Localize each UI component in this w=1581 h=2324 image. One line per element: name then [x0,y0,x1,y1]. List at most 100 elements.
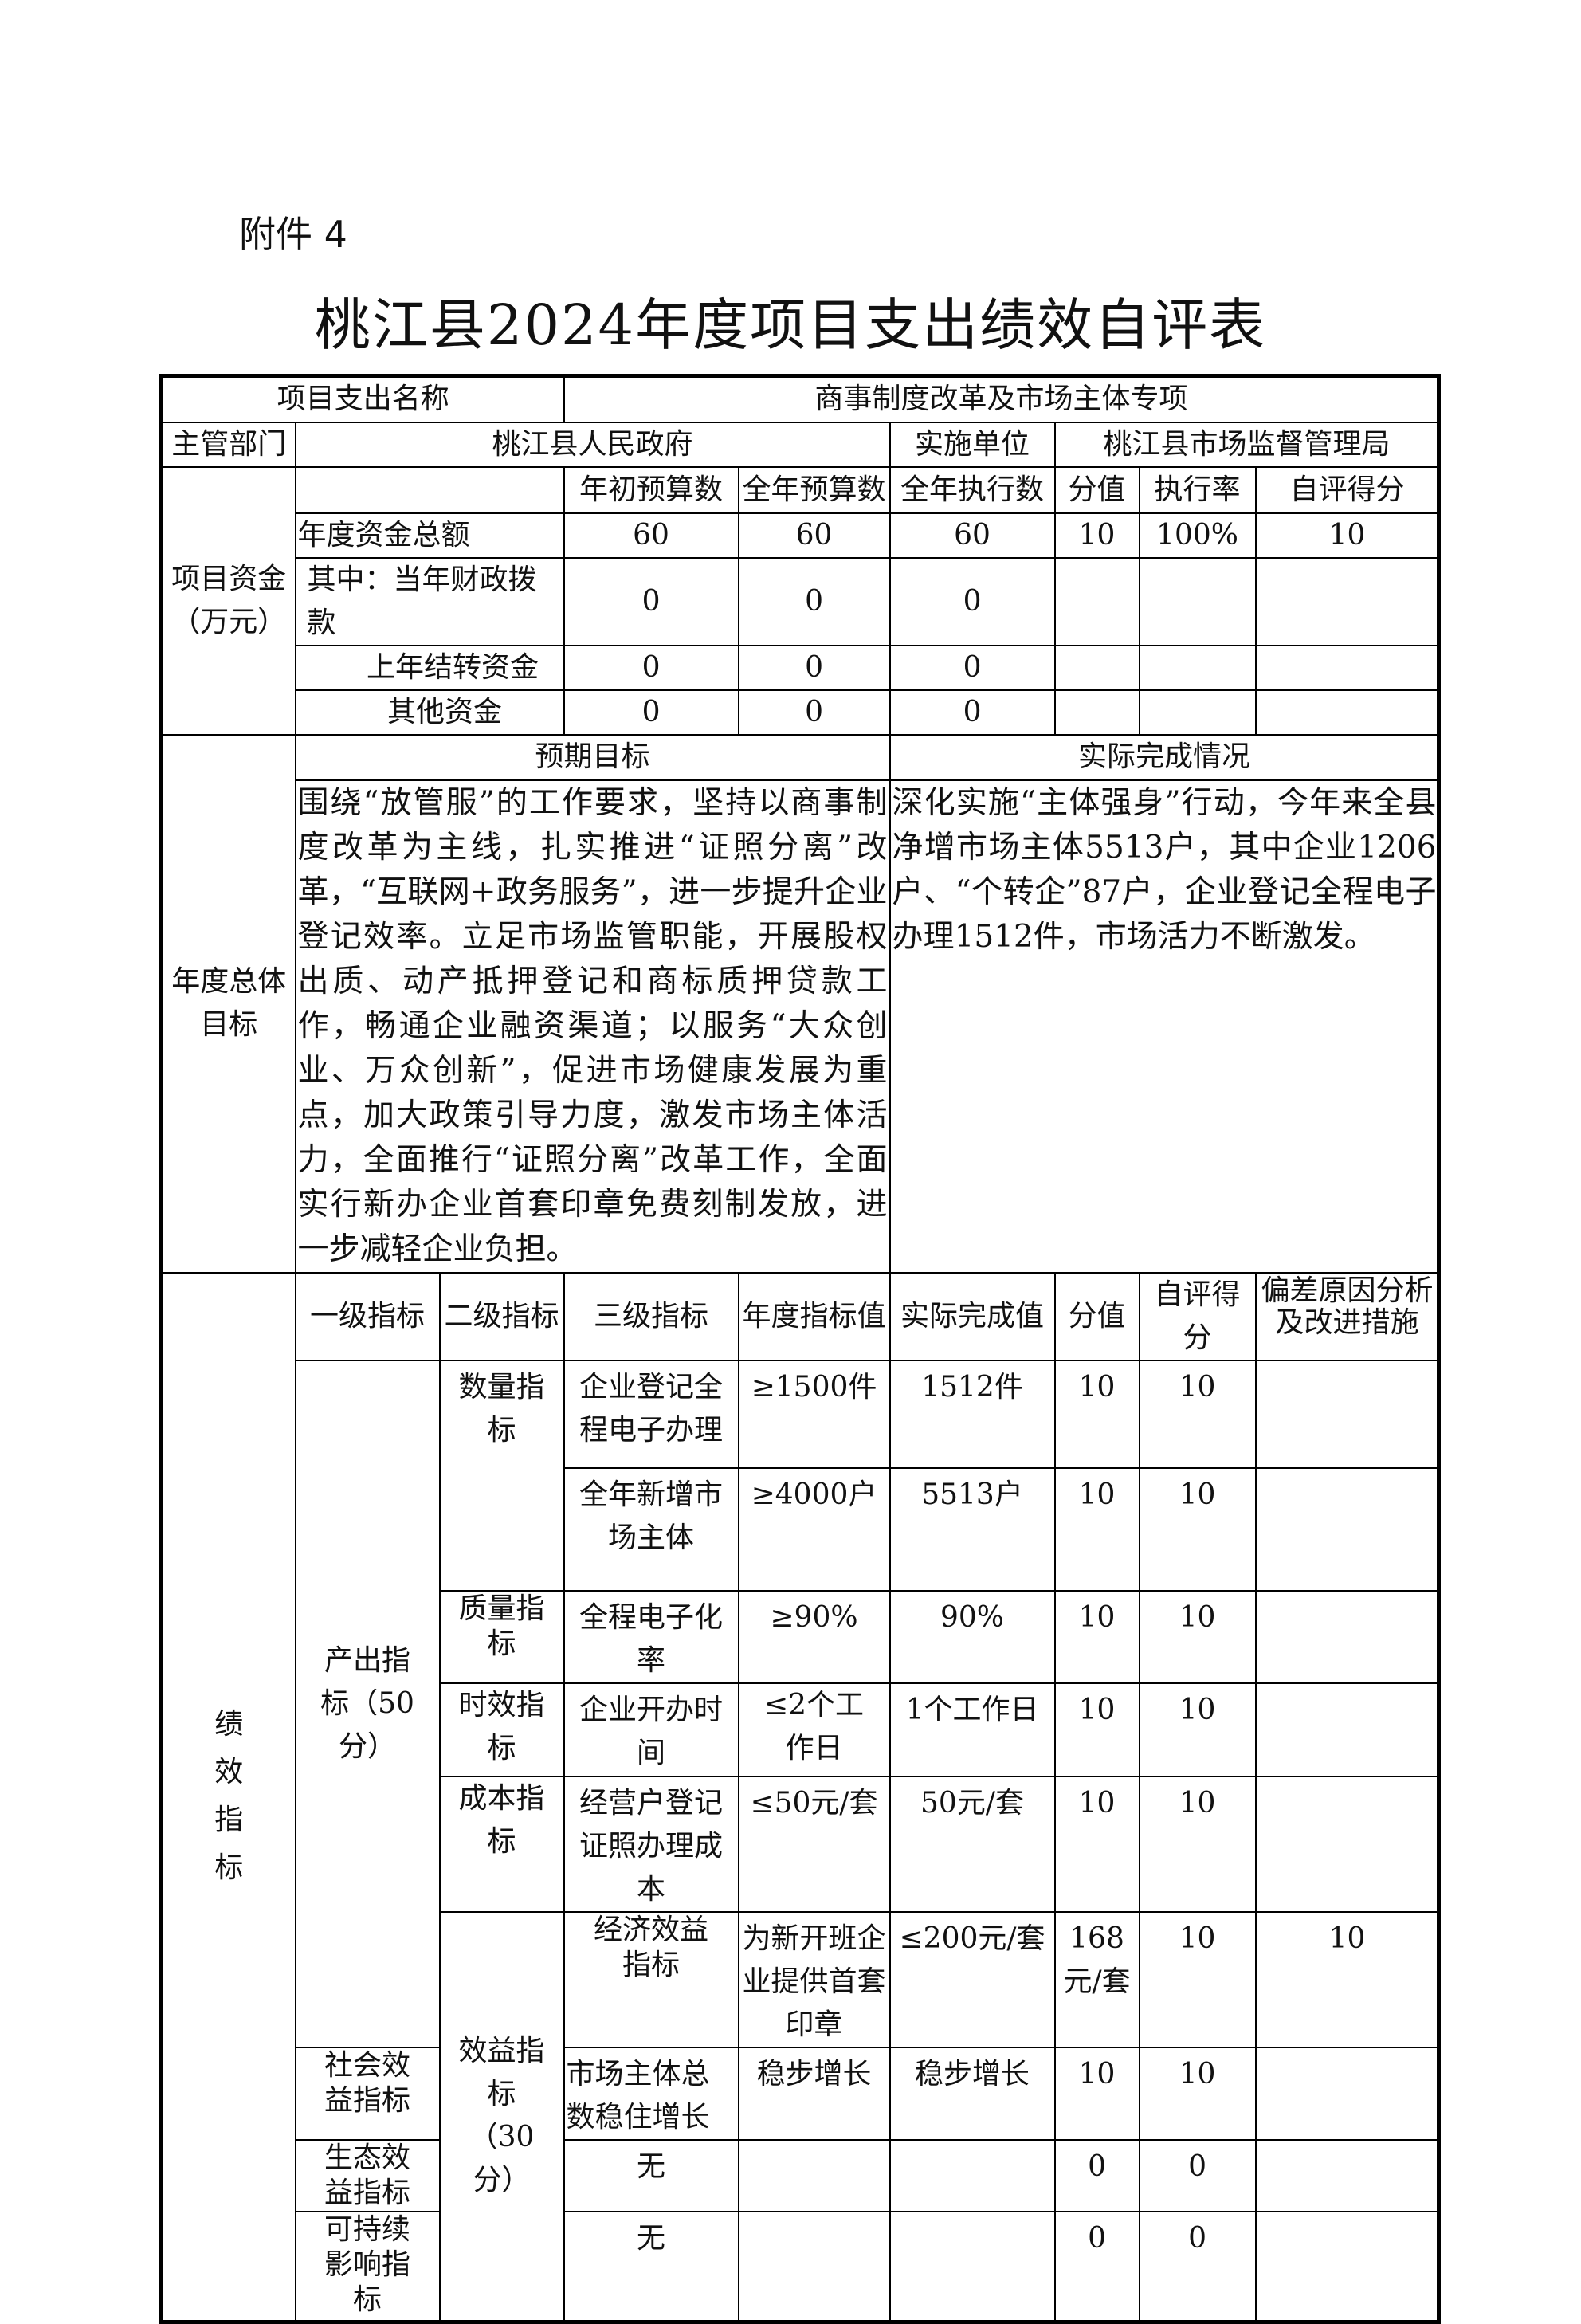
score: 0 [1053,2210,1140,2323]
actual-result-header: 实际完成情况 [889,733,1440,781]
project-name-label: 项目支出名称 [160,375,565,423]
indicator-header: 自评得分 [1138,1271,1257,1361]
evaluation-table: 项目支出名称 商事制度改革及市场主体专项 主管部门 桃江县人民政府 实施单位 桃… [159,374,1442,2324]
funds-header: 全年执行数 [889,465,1056,514]
level3-indicator: 企业开办时间 [563,1682,740,1777]
score: 10 [1053,1589,1140,1684]
indicator-row: 时效指标 企业开办时间 ≤2个工作日 1个工作日 10 10 [162,1682,1440,1777]
deviation-note [1254,1775,1440,1913]
funds-cell: 60 [889,512,1056,559]
target-value: ≤2个工作日 [737,1682,891,1777]
indicator-row: 全年新增市场主体 ≥4000户 5513户 10 10 [162,1466,1440,1592]
indicator-header: 一级指标 [294,1271,441,1361]
indicator-header: 偏差原因分析及改进措施 [1254,1271,1440,1361]
attachment-label: 附件 4 [239,213,347,256]
actual-value: 168元/套 [1053,1910,1140,2048]
self-score: 10 [1254,1910,1440,2048]
level3-indicator: 全程电子化率 [563,1589,740,1684]
level3-indicator: 无 [563,2210,740,2323]
dept: 桃江县人民政府 [294,421,891,468]
score: 10 [1138,1910,1257,2048]
funds-cell [1138,644,1257,691]
level2-indicator: 成本指标 [438,1775,565,1913]
project-name: 商事制度改革及市场主体专项 [563,375,1440,423]
funds-header: 全年预算数 [737,465,891,514]
actual-value: 1个工作日 [889,1682,1056,1777]
indicator-header: 年度指标值 [737,1271,891,1361]
funds-cell: 0 [737,644,891,691]
output-indicator-label: 产出指标（50分） [294,1359,441,2048]
indicator-header: 分值 [1053,1271,1140,1361]
funds-cell: 0 [563,689,740,736]
funds-row: 上年结转资金 0 0 0 [162,644,1440,691]
indicator-row: 社会效益指标 市场主体总数稳住增长 稳步增长 稳步增长 10 10 [162,2046,1440,2141]
deviation-note [1254,1682,1440,1777]
page-title: 桃江县2024年度项目支出绩效自评表 [314,292,1267,358]
funds-row: 年度资金总额 60 60 60 10 100% 10 [162,512,1440,559]
funds-cell: 0 [889,644,1056,691]
deviation-note [1254,2138,1440,2212]
deviation-note [1254,1359,1440,1469]
indicator-row: 生态效益指标 无 0 0 [162,2138,1440,2212]
funds-cell [1053,644,1140,691]
funds-row-label: 上年结转资金 [294,644,565,691]
indicator-row: 成本指标 经营户登记证照办理成本 ≤50元/套 50元/套 10 10 [162,1775,1440,1913]
funds-cell: 0 [563,556,740,646]
self-score: 0 [1138,2138,1257,2212]
benefit-indicator-label: 效益指标（30分） [438,1910,565,2323]
funds-cell [1254,689,1440,736]
score: 10 [1053,1359,1140,1469]
indicator-header: 二级指标 [438,1271,565,1361]
level2-indicator: 数量指标 [438,1359,565,1592]
funds-row-label: 年度资金总额 [294,512,565,559]
indicator-row: 质量指标 全程电子化率 ≥90% 90% 10 10 [162,1589,1440,1684]
self-score: 10 [1138,1589,1257,1684]
level3-indicator: 企业登记全程电子办理 [563,1359,740,1469]
actual-value: 5513户 [889,1466,1056,1592]
level3-indicator: 无 [563,2138,740,2212]
self-score: 10 [1138,1359,1257,1469]
funds-row-label: 其他资金 [294,689,565,736]
indicator-row: 可持续影响指标 无 0 0 [162,2210,1440,2323]
goals-label: 年度总体目标 [160,733,296,1274]
actual-value [889,2210,1056,2323]
expected-goal-text: 围绕“放管服”的工作要求，坚持以商事制度改革为主线，扎实推进“证照分离”改革，“… [294,779,891,1274]
deviation-note [1254,2046,1440,2141]
funds-label: 项目资金（万元） [160,465,296,736]
indicator-header: 三级指标 [563,1271,740,1361]
deviation-note [1254,1466,1440,1592]
funds-cell: 60 [737,512,891,559]
funds-cell: 0 [563,644,740,691]
actual-value: 1512件 [889,1359,1056,1469]
actual-value: 90% [889,1589,1056,1684]
indicator-row: 产出指标（50分） 数量指标 企业登记全程电子办理 ≥1500件 1512件 1… [162,1359,1440,2048]
level3-indicator: 经营户登记证照办理成本 [563,1775,740,1913]
indicators-label: 绩效指标 [160,1271,296,2323]
self-score: 10 [1138,2046,1257,2141]
indicator-header: 实际完成值 [889,1271,1056,1361]
level3-indicator: 市场主体总数稳住增长 [563,2046,740,2141]
funds-cell [1053,689,1140,736]
funds-header: 分值 [1053,465,1140,514]
funds-cell [1053,556,1140,646]
expected-goal-header: 预期目标 [294,733,891,781]
target-value [737,2210,891,2323]
level2-indicator: 社会效益指标 [294,2046,441,2141]
level3-indicator: 全年新增市场主体 [563,1466,740,1592]
score: 10 [1053,2046,1140,2141]
target-value: ≤50元/套 [737,1775,891,1913]
actual-value: 稳步增长 [889,2046,1056,2141]
funds-cell [1138,689,1257,736]
target-value: ≥90% [737,1589,891,1684]
funds-cell: 100% [1138,512,1257,559]
indicator-row: 效益指标（30分） 经济效益指标 为新开班企业提供首套印章 ≤200元/套 16… [162,1910,1440,2323]
unit-label: 实施单位 [889,421,1056,468]
funds-cell: 10 [1254,512,1440,559]
score: 10 [1053,1682,1140,1777]
funds-row-label: 其中：当年财政拨款 [294,556,565,646]
funds-header: 自评得分 [1254,465,1440,514]
target-value: ≥4000户 [737,1466,891,1592]
funds-header-blank [294,465,565,514]
actual-result-text: 深化实施“主体强身”行动，今年来全县净增市场主体5513户，其中企业1206户、… [889,779,1440,1274]
score: 10 [1053,1466,1140,1592]
